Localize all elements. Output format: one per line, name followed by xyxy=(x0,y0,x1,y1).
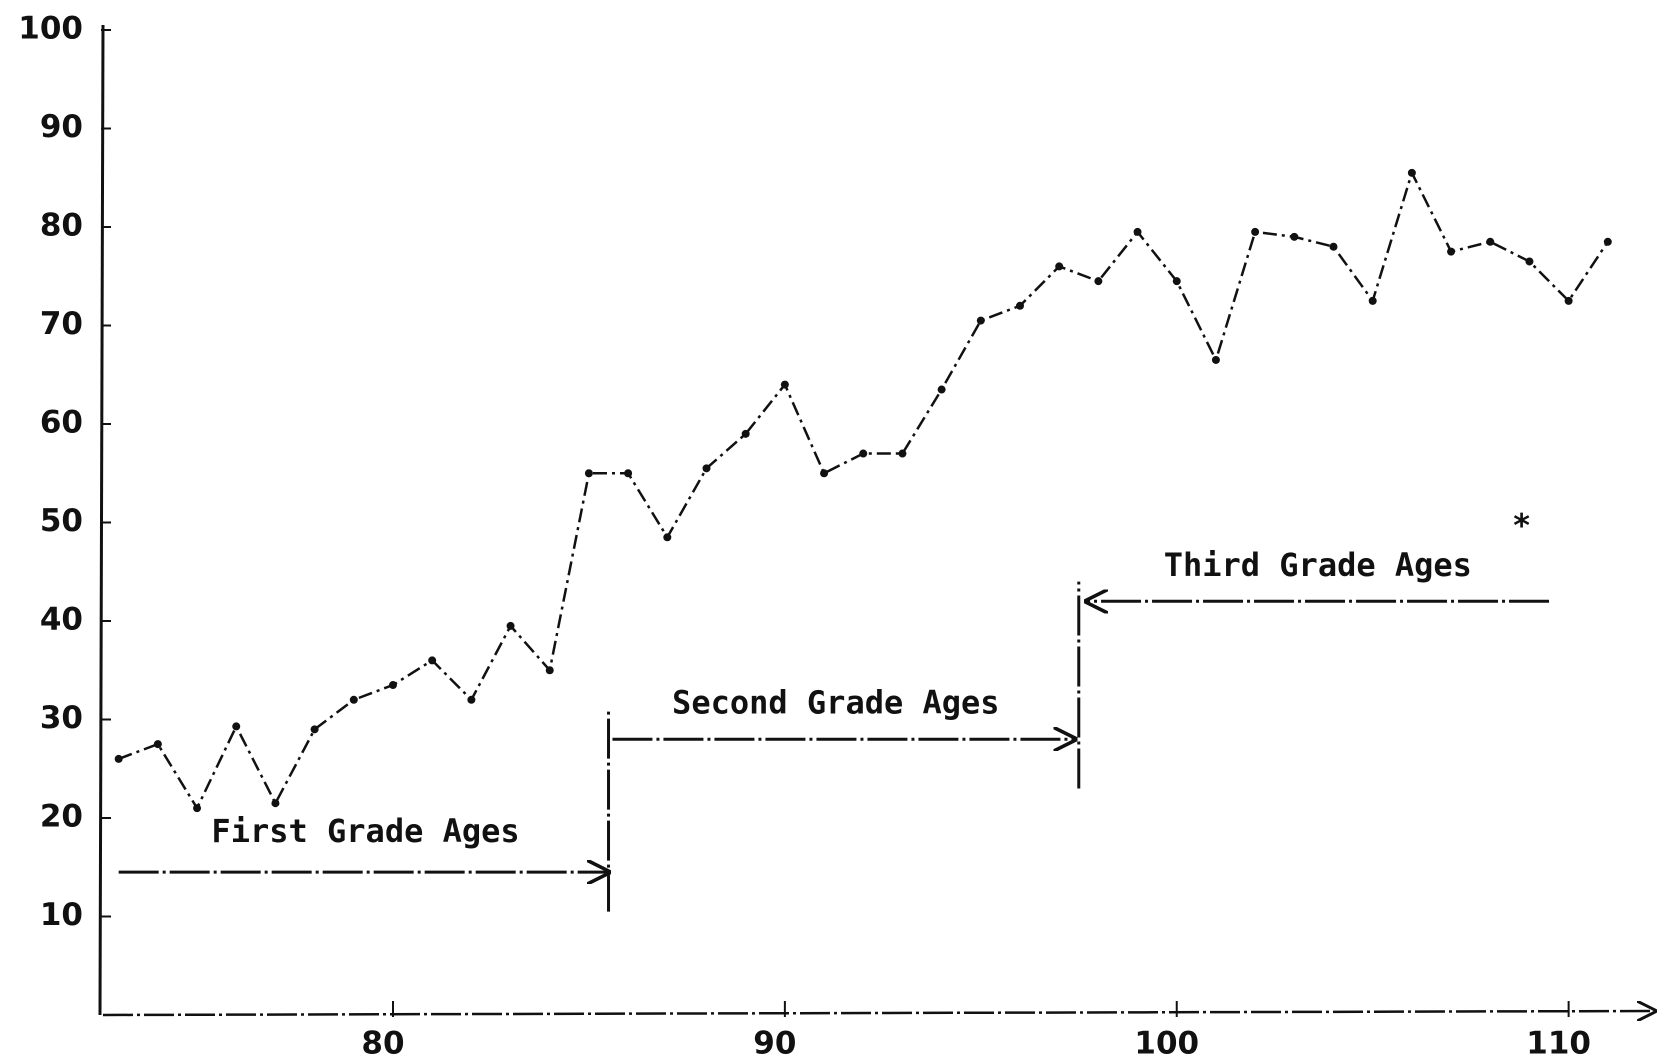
data-point xyxy=(388,681,397,690)
y-tick-label: 80 xyxy=(40,208,83,244)
data-point xyxy=(624,469,633,478)
annotation: Second Grade Ages xyxy=(672,684,1000,722)
data-point xyxy=(741,429,750,438)
annotation: * xyxy=(1512,506,1531,544)
data-point xyxy=(1486,237,1495,246)
x-tick-label: 100 xyxy=(1134,1026,1199,1062)
data-point xyxy=(545,666,554,675)
data-point xyxy=(232,722,241,731)
data-point xyxy=(1407,168,1416,177)
data-point xyxy=(859,449,868,458)
data-point xyxy=(1447,247,1456,256)
data-point xyxy=(310,725,319,734)
data-point xyxy=(820,469,829,478)
data-point xyxy=(1564,296,1573,305)
y-tick-label: 50 xyxy=(40,503,83,539)
data-point xyxy=(114,754,123,763)
x-axis xyxy=(102,1011,1655,1015)
data-point xyxy=(780,380,789,389)
data-point xyxy=(1368,296,1377,305)
x-tick-label: 110 xyxy=(1526,1026,1591,1062)
data-point xyxy=(1133,227,1142,236)
data-point xyxy=(1211,355,1220,364)
x-tick-label: 80 xyxy=(361,1026,404,1062)
y-tick-label: 10 xyxy=(40,897,83,933)
data-point xyxy=(349,695,358,704)
data-point xyxy=(506,621,515,630)
data-point xyxy=(1094,277,1103,286)
data-point xyxy=(1015,301,1024,310)
data-point xyxy=(1055,262,1064,271)
data-point xyxy=(976,316,985,325)
y-tick-label: 60 xyxy=(40,405,83,441)
data-point xyxy=(271,799,280,808)
y-tick-label: 30 xyxy=(40,700,83,736)
y-axis xyxy=(98,24,105,1016)
annotation: First Grade Ages xyxy=(211,812,519,850)
data-point xyxy=(663,533,672,542)
data-point xyxy=(193,804,202,813)
y-tick-label: 70 xyxy=(40,306,83,342)
data-point xyxy=(153,740,162,749)
x-tick-label: 90 xyxy=(753,1026,796,1062)
y-tick-label: 40 xyxy=(40,602,83,638)
annotation: Third Grade Ages xyxy=(1164,546,1472,584)
data-point xyxy=(937,385,946,394)
data-point xyxy=(428,656,437,665)
data-point xyxy=(1525,257,1534,266)
data-point xyxy=(1603,237,1612,246)
data-point xyxy=(702,464,711,473)
data-point xyxy=(1251,227,1260,236)
y-tick-label: 90 xyxy=(40,109,83,145)
y-tick-label: 100 xyxy=(18,11,83,47)
data-point xyxy=(584,469,593,478)
y-tick-label: 20 xyxy=(40,799,83,835)
data-point xyxy=(1329,242,1338,251)
data-point xyxy=(1172,277,1181,286)
data-point xyxy=(467,695,476,704)
data-point xyxy=(1290,232,1299,241)
data-point xyxy=(898,449,907,458)
